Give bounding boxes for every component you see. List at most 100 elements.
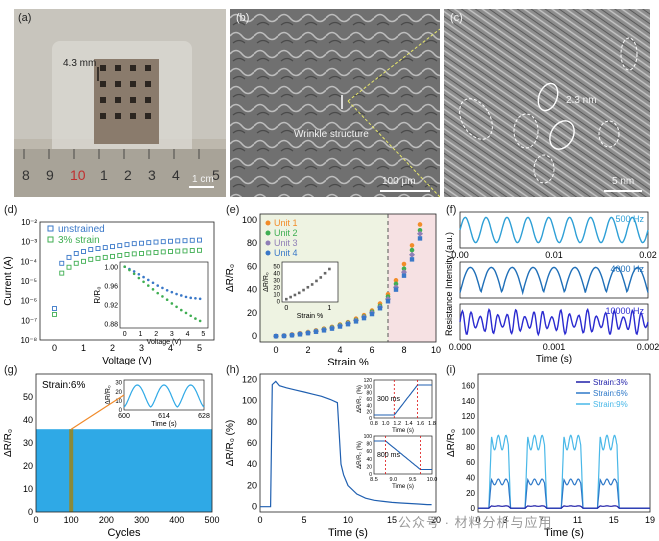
chart-e-inset-ylabel: ΔR/R₀ bbox=[263, 272, 270, 292]
chart-d-inset-point bbox=[123, 265, 127, 269]
panel-b-label: (b) bbox=[236, 12, 250, 24]
chart-d-inset-ylabel: R/R₀ bbox=[93, 286, 102, 303]
chart-e-point bbox=[385, 295, 391, 302]
chart-d-inset-point bbox=[146, 278, 150, 282]
chart-e-point bbox=[345, 321, 351, 327]
chart-h-inset-ytick: 20 bbox=[366, 410, 372, 416]
chart-d-point bbox=[88, 247, 94, 252]
chart-h-xtick: 15 bbox=[387, 515, 397, 525]
chart-i-ytick: 0 bbox=[471, 504, 476, 513]
chart-e-point bbox=[393, 287, 399, 292]
chart-h-inset-xtick: 1.8 bbox=[428, 421, 436, 427]
chart-d-xtick: 2 bbox=[110, 343, 115, 353]
chart-g-zoom-arrow bbox=[70, 394, 125, 430]
chart-d-legend-marker bbox=[47, 236, 54, 243]
chart-d-inset-point bbox=[170, 290, 174, 294]
chart-e-inset-point bbox=[293, 293, 297, 297]
chart-h-inset-xtick: 8.5 bbox=[370, 477, 378, 483]
chart-e-inset-point bbox=[297, 291, 301, 295]
chart-h-ytick: 0 bbox=[252, 502, 257, 512]
chart-h-inset-ytick: 100 bbox=[364, 434, 373, 440]
chart-i-xtick: 11 bbox=[573, 515, 582, 525]
chart-d-point bbox=[52, 306, 57, 311]
ruler-number-4: 4 bbox=[172, 167, 180, 183]
chart-h-ytick: 120 bbox=[242, 374, 257, 384]
chart-h-inset-xtick: 1.2 bbox=[393, 421, 401, 427]
chart-e-xtick: 8 bbox=[401, 345, 406, 355]
chart-g-inset-ytick: 20 bbox=[115, 390, 122, 396]
chart-f-frequency-label: 4000 Hz bbox=[610, 264, 644, 274]
chart-g-inset-line bbox=[123, 384, 205, 408]
chart-f-signal-line bbox=[459, 266, 649, 296]
chart-g-xlabel: Cycles bbox=[107, 527, 141, 539]
chart-d-point bbox=[110, 244, 115, 250]
chart-d-inset-point bbox=[194, 297, 197, 300]
chart-i-xtick: 19 bbox=[645, 515, 655, 525]
chart-h-xtick: 10 bbox=[343, 515, 353, 525]
chart-d-inset-point bbox=[132, 272, 136, 276]
panel-a-label: (a) bbox=[18, 12, 32, 24]
chart-i-frame bbox=[477, 373, 651, 513]
chart-d-inset-point bbox=[165, 298, 169, 302]
chart-h-inset-ytick: 0 bbox=[369, 472, 372, 478]
chart-d-xtick: 1 bbox=[81, 343, 86, 353]
chart-h-ytick: 20 bbox=[247, 480, 257, 490]
tem-texture bbox=[444, 9, 650, 197]
chart-h-inset-ylabel: ΔR/R₀ (%) bbox=[357, 385, 363, 413]
chart-d-point bbox=[102, 245, 108, 251]
chart-i-series-line bbox=[478, 434, 650, 509]
chart-e-point bbox=[377, 306, 383, 311]
chart-d-point bbox=[160, 249, 166, 255]
chart-e-point bbox=[289, 333, 295, 338]
chart-i-ytick: 60 bbox=[466, 458, 475, 467]
chart-d-inset-point bbox=[170, 302, 174, 305]
chart-g-ytick: 50 bbox=[23, 392, 33, 402]
chart-d-point bbox=[189, 248, 195, 253]
chart-d-point bbox=[168, 249, 173, 254]
chart-d-point bbox=[95, 246, 101, 251]
chart-h-ytick: 60 bbox=[247, 438, 257, 448]
chart-h-ylabel: ΔR/R₀ (%) bbox=[225, 420, 236, 466]
chart-e-xtick: 10 bbox=[431, 345, 441, 355]
chart-h-inset-xtick: 1.4 bbox=[405, 421, 413, 427]
chart-d-inset-ytick: 0.92 bbox=[104, 302, 118, 309]
chart-d-inset-point bbox=[156, 291, 160, 295]
chart-e-point bbox=[361, 315, 367, 321]
chart-h-inset-xtick: 9.5 bbox=[409, 477, 417, 483]
chart-h-ytick: 80 bbox=[247, 417, 257, 427]
chart-d-point bbox=[182, 238, 188, 244]
chart-d-point bbox=[124, 242, 130, 248]
chart-e-inset-ytick: 40 bbox=[273, 272, 280, 278]
chart-d-legend-marker bbox=[47, 225, 54, 232]
chart-e-point bbox=[393, 278, 399, 283]
chart-d-point bbox=[117, 252, 123, 258]
chart-f-signal-line bbox=[459, 216, 649, 244]
chart-h-inset-xlabel: Time (s) bbox=[392, 428, 414, 434]
chart-d-point bbox=[146, 240, 152, 246]
chart-e-ytick: 0 bbox=[252, 331, 257, 341]
chart-i-legend-label: Strain:6% bbox=[593, 389, 628, 398]
sem-texture bbox=[230, 9, 440, 197]
chart-d-point bbox=[160, 239, 166, 245]
chart-e-point bbox=[417, 227, 423, 233]
chart-i-ytick: 140 bbox=[462, 397, 476, 406]
chart-d-point bbox=[81, 258, 86, 264]
chart-e-ytick: 100 bbox=[242, 215, 257, 225]
chart-f: 500 Hz 0.00 0.01 0.02 4000 Hz 10000 Hz 0.000 0.… bbox=[444, 211, 659, 365]
chart-f-xtick: 0.00 bbox=[451, 250, 469, 260]
chart-g-xtick: 0 bbox=[33, 515, 38, 525]
chart-i-ytick: 20 bbox=[466, 489, 475, 498]
chart-d-point bbox=[66, 264, 72, 270]
chart-e-inset-point bbox=[289, 295, 292, 299]
chart-d-xtick: 0 bbox=[52, 343, 57, 353]
chart-d-ytick: 10⁻³ bbox=[21, 238, 37, 247]
chart-h-inset-line bbox=[374, 440, 432, 471]
chart-d-point bbox=[153, 239, 159, 245]
chart-e-ytick: 60 bbox=[247, 261, 257, 271]
chart-g-ytick: 10 bbox=[23, 484, 33, 494]
chart-e-xtick: 2 bbox=[305, 345, 310, 355]
chart-h-inset-ytick: 60 bbox=[366, 449, 372, 455]
chart-e-inset-point bbox=[302, 288, 305, 292]
